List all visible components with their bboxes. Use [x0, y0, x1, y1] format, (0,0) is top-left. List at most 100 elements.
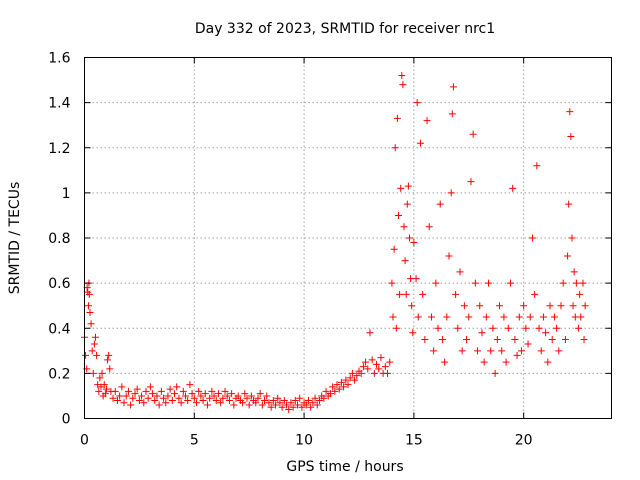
data-point [555, 347, 563, 355]
data-point [432, 279, 440, 287]
data-point [542, 329, 550, 337]
data-point [386, 358, 394, 366]
data-point [377, 354, 385, 362]
data-point [113, 396, 121, 404]
data-point [572, 279, 580, 287]
y-tick-label: 0 [62, 412, 71, 428]
data-point [533, 162, 541, 170]
data-point [267, 403, 275, 411]
data-point [447, 189, 455, 197]
data-point [342, 376, 350, 384]
data-point [184, 396, 192, 404]
data-point [409, 329, 417, 337]
data-point [511, 336, 519, 344]
data-point [393, 114, 401, 122]
data-point [82, 351, 90, 359]
data-point [291, 396, 299, 404]
data-point [396, 290, 404, 298]
data-point [467, 178, 475, 186]
data-point [173, 383, 181, 391]
data-point [434, 324, 442, 332]
data-point [245, 401, 253, 409]
data-point [524, 340, 532, 348]
x-tick-label: 5 [190, 433, 199, 449]
data-point [373, 360, 381, 368]
data-point [576, 290, 584, 298]
data-point [381, 363, 389, 371]
data-point [416, 139, 424, 147]
data-point [482, 313, 490, 321]
y-tick-label: 1 [62, 186, 71, 202]
data-point [298, 403, 306, 411]
data-point [175, 394, 183, 402]
data-point [315, 396, 323, 404]
data-point [98, 369, 106, 377]
data-point [487, 347, 495, 355]
data-point [142, 387, 150, 395]
data-point [408, 302, 416, 310]
data-point [133, 385, 141, 393]
y-tick-label: 0.8 [48, 231, 70, 247]
data-point [400, 223, 408, 231]
data-point [263, 392, 271, 400]
data-point [146, 383, 154, 391]
y-tick-label: 0.4 [48, 321, 70, 337]
data-point [423, 117, 431, 125]
y-tick-label: 1.4 [48, 96, 70, 112]
data-point [120, 399, 128, 407]
data-point [469, 130, 477, 138]
data-point [116, 392, 124, 400]
data-point [206, 394, 214, 402]
data-point [402, 290, 410, 298]
data-point [100, 381, 108, 389]
data-point [144, 394, 152, 402]
data-point [485, 279, 493, 287]
data-point [89, 369, 97, 377]
data-point [404, 182, 412, 190]
data-point [280, 396, 288, 404]
data-point [388, 279, 396, 287]
data-point [188, 390, 196, 398]
data-point [436, 200, 444, 208]
data-point [548, 336, 556, 344]
data-point [498, 347, 506, 355]
data-point [201, 390, 209, 398]
data-point [254, 394, 262, 402]
data-point [478, 329, 486, 337]
data-point [293, 401, 301, 409]
data-point [577, 313, 585, 321]
data-point [567, 132, 575, 140]
data-point [531, 290, 539, 298]
data-point [568, 234, 576, 242]
data-point [230, 401, 238, 409]
data-point [239, 399, 247, 407]
data-point [526, 313, 534, 321]
data-point [261, 396, 269, 404]
data-point [203, 401, 211, 409]
data-point [500, 313, 508, 321]
data-point [182, 392, 190, 400]
data-point [419, 290, 427, 298]
data-point [463, 336, 471, 344]
data-point [124, 387, 132, 395]
data-point [340, 383, 348, 391]
data-point [322, 387, 330, 395]
data-point [84, 302, 92, 310]
data-point [557, 302, 565, 310]
data-point [140, 399, 148, 407]
data-point [559, 279, 567, 287]
data-point [575, 324, 583, 332]
data-point [333, 381, 341, 389]
data-point [421, 336, 429, 344]
data-point [228, 390, 236, 398]
data-point [210, 392, 218, 400]
data-point [458, 347, 466, 355]
data-point [502, 358, 510, 366]
data-point [106, 365, 114, 373]
data-point [454, 324, 462, 332]
data-point [223, 392, 231, 400]
data-point [403, 200, 411, 208]
x-tick-label: 20 [515, 433, 533, 449]
data-point [430, 347, 438, 355]
data-point [274, 394, 282, 402]
